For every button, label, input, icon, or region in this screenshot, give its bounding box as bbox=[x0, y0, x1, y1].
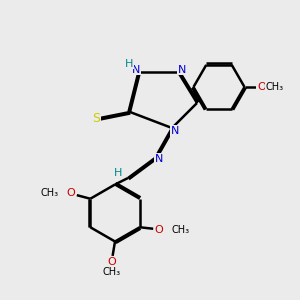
Text: N: N bbox=[171, 126, 179, 136]
Text: CH₃: CH₃ bbox=[41, 188, 59, 198]
Text: CH₃: CH₃ bbox=[266, 82, 284, 92]
Text: CH₃: CH₃ bbox=[103, 267, 121, 277]
Text: H: H bbox=[114, 169, 123, 178]
Text: H: H bbox=[125, 58, 134, 69]
Text: S: S bbox=[92, 112, 101, 124]
Text: O: O bbox=[257, 82, 266, 92]
Text: N: N bbox=[178, 64, 186, 75]
Text: O: O bbox=[108, 257, 116, 267]
Text: N: N bbox=[132, 64, 140, 75]
Text: O: O bbox=[66, 188, 75, 198]
Text: N: N bbox=[154, 154, 163, 164]
Text: O: O bbox=[155, 225, 164, 235]
Text: CH₃: CH₃ bbox=[171, 225, 189, 235]
